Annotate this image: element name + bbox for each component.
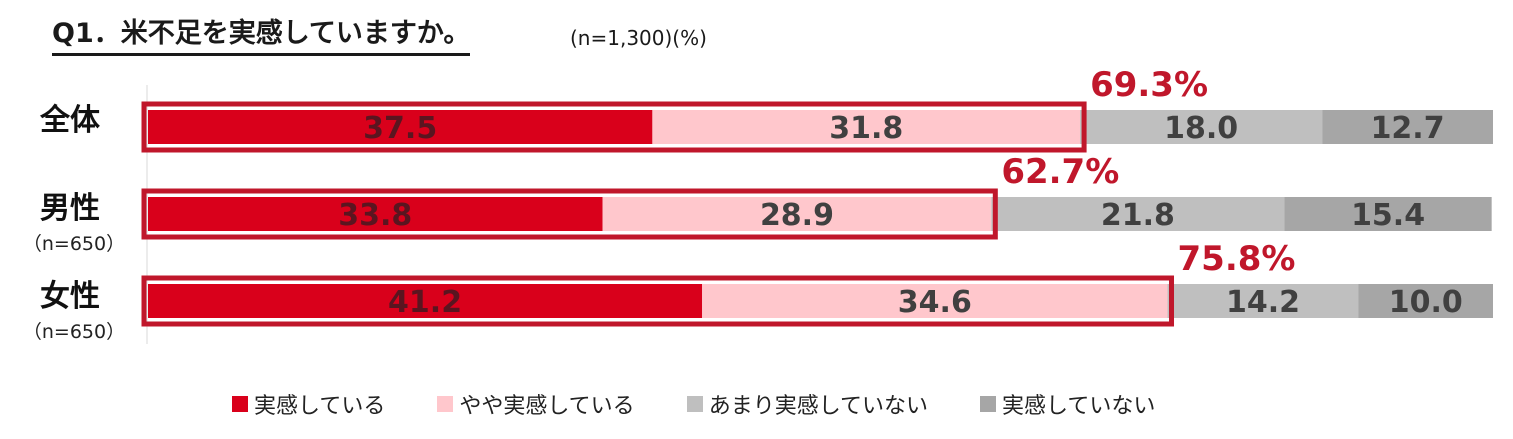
highlight-box [141, 101, 1087, 153]
legend-item: 実感していない [980, 388, 1155, 420]
legend-label: 実感していない [1002, 394, 1156, 419]
bar-segment [148, 197, 603, 231]
bar-segment [1322, 110, 1493, 144]
legend-swatch [980, 396, 997, 412]
bar-segment [602, 197, 992, 231]
bar-value-label: 37.5 [363, 111, 437, 146]
row-label-male: 男性 [40, 191, 100, 226]
highlight-total-label: 69.3% [1090, 65, 1208, 105]
bar-value-label: 15.4 [1351, 198, 1425, 233]
legend-swatch [232, 396, 248, 412]
bar-value-label: 21.8 [1101, 198, 1175, 233]
legend-label: 実感している [254, 394, 386, 419]
bar-value-label: 34.6 [898, 285, 972, 320]
bar-value-label: 33.8 [338, 198, 412, 233]
legend: 実感している やや実感している あまり実感していない 実感していない [232, 389, 1155, 419]
bar-value-label: 14.2 [1226, 285, 1300, 320]
legend-swatch [437, 396, 454, 412]
row-n-male: （n=650） [22, 233, 126, 255]
row-label-total: 全体 [40, 103, 100, 138]
bar-segment [991, 197, 1285, 231]
highlight-box [141, 188, 998, 240]
bar-value-label: 12.7 [1371, 111, 1445, 146]
legend-item: あまり実感していない [686, 388, 929, 420]
chart-title: Q1．米不足を実感していますか。 [52, 16, 471, 56]
legend-label: あまり実感していない [708, 394, 929, 419]
bar-segment [1284, 197, 1492, 231]
bar-value-label: 28.9 [760, 198, 834, 233]
bar-value-label: 10.0 [1389, 285, 1463, 320]
legend-item: 実感している [232, 388, 385, 420]
chart-subtitle: (n=1,300)(%) [570, 26, 707, 50]
highlight-total-label: 62.7% [1001, 152, 1119, 192]
highlight-total-label: 75.8% [1178, 239, 1296, 279]
bar-value-label: 31.8 [829, 111, 903, 146]
bar-segment [148, 110, 653, 144]
row-n-female: （n=650） [22, 321, 126, 343]
bar-segment [1167, 284, 1359, 318]
bar-segment [652, 110, 1081, 144]
bar-segment [702, 284, 1168, 318]
bar-value-label: 41.2 [388, 285, 462, 320]
legend-label: やや実感している [459, 394, 635, 419]
bar-segment [1080, 110, 1323, 144]
row-label-female: 女性 [40, 279, 100, 314]
legend-item: やや実感している [437, 388, 635, 420]
legend-swatch [686, 396, 703, 412]
bar-segment [1358, 284, 1493, 318]
bar-segment [148, 284, 703, 318]
highlight-box [141, 275, 1175, 327]
bar-value-label: 18.0 [1164, 111, 1238, 146]
